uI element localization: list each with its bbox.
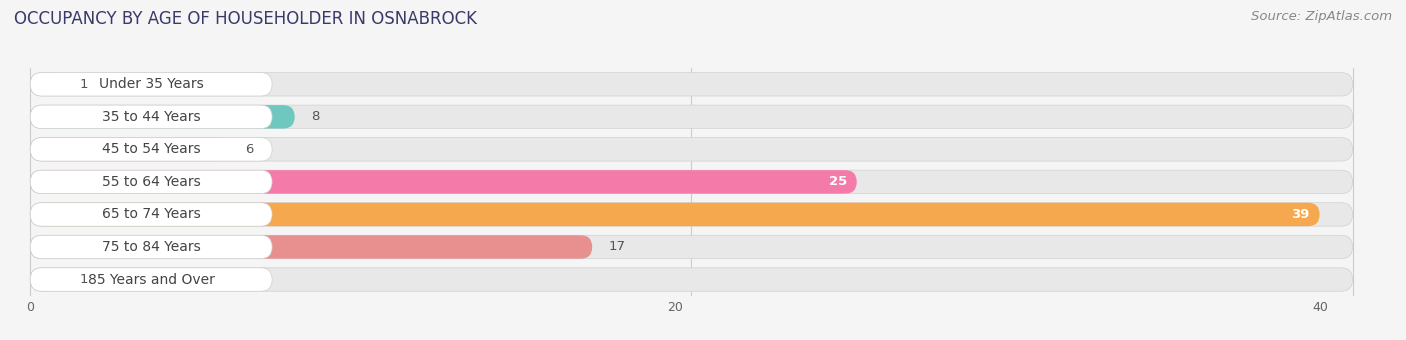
FancyBboxPatch shape [30, 268, 63, 291]
FancyBboxPatch shape [30, 235, 1353, 259]
FancyBboxPatch shape [30, 203, 1353, 226]
Text: 25: 25 [828, 175, 846, 188]
FancyBboxPatch shape [30, 268, 1353, 291]
Text: Under 35 Years: Under 35 Years [98, 77, 204, 91]
Text: 55 to 64 Years: 55 to 64 Years [101, 175, 201, 189]
Text: 75 to 84 Years: 75 to 84 Years [101, 240, 201, 254]
FancyBboxPatch shape [30, 170, 856, 193]
FancyBboxPatch shape [30, 72, 1353, 96]
Text: 8: 8 [311, 110, 319, 123]
FancyBboxPatch shape [30, 138, 1353, 161]
Text: 65 to 74 Years: 65 to 74 Years [101, 207, 201, 221]
Text: 6: 6 [245, 143, 253, 156]
Text: 39: 39 [1292, 208, 1310, 221]
FancyBboxPatch shape [30, 105, 1353, 129]
FancyBboxPatch shape [30, 170, 273, 193]
FancyBboxPatch shape [30, 105, 273, 129]
FancyBboxPatch shape [30, 72, 63, 96]
FancyBboxPatch shape [30, 235, 592, 259]
Text: 17: 17 [609, 240, 626, 254]
FancyBboxPatch shape [30, 203, 1320, 226]
FancyBboxPatch shape [30, 235, 273, 259]
FancyBboxPatch shape [30, 138, 273, 161]
FancyBboxPatch shape [30, 203, 273, 226]
Text: OCCUPANCY BY AGE OF HOUSEHOLDER IN OSNABROCK: OCCUPANCY BY AGE OF HOUSEHOLDER IN OSNAB… [14, 10, 477, 28]
FancyBboxPatch shape [30, 138, 229, 161]
FancyBboxPatch shape [30, 72, 273, 96]
FancyBboxPatch shape [30, 268, 273, 291]
Text: 45 to 54 Years: 45 to 54 Years [101, 142, 201, 156]
Text: 1: 1 [79, 273, 89, 286]
Text: 35 to 44 Years: 35 to 44 Years [101, 110, 201, 124]
Text: Source: ZipAtlas.com: Source: ZipAtlas.com [1251, 10, 1392, 23]
FancyBboxPatch shape [30, 170, 1353, 193]
Text: 85 Years and Over: 85 Years and Over [87, 273, 215, 287]
FancyBboxPatch shape [30, 105, 295, 129]
Text: 1: 1 [79, 78, 89, 91]
